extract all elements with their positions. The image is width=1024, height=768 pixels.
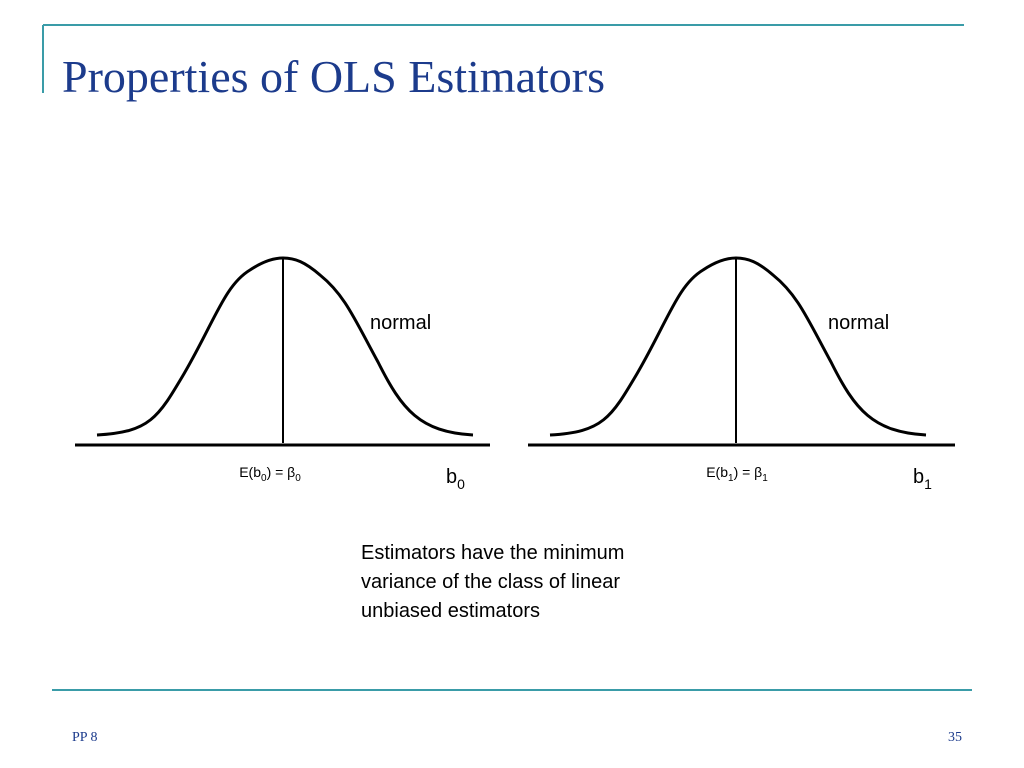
axis-label-part: b (446, 466, 457, 488)
axis-label-part: b (913, 466, 924, 488)
axis-label-subscript: 1 (924, 476, 932, 492)
slide-title: Properties of OLS Estimators (62, 51, 605, 102)
body-line: variance of the class of linear (361, 571, 620, 593)
page-number: 35 (948, 730, 962, 745)
curve-label: normal (370, 312, 431, 334)
footer-left: PP 8 (72, 730, 98, 745)
mean-label: E(b1) = β1 (706, 464, 768, 484)
mean-label-subscript: 1 (728, 473, 734, 484)
distribution-left: normal E(b0) = β0 b0 (75, 256, 490, 492)
mean-label-part: ) = β (267, 464, 296, 480)
mean-label: E(b0) = β0 (239, 464, 301, 484)
mean-label-subscript: 0 (295, 473, 301, 484)
axis-label: b0 (446, 466, 465, 492)
body-line: unbiased estimators (361, 600, 540, 622)
mean-label-part: ) = β (734, 464, 763, 480)
mean-label-part: E(b (706, 464, 728, 480)
axis-label: b1 (913, 466, 932, 492)
mean-label-subscript: 1 (762, 473, 768, 484)
body-line: Estimators have the minimum (361, 542, 624, 564)
body-text: Estimators have the minimum variance of … (361, 542, 630, 622)
mean-label-part: E(b (239, 464, 261, 480)
distribution-right: normal E(b1) = β1 b1 (528, 256, 955, 492)
mean-label-subscript: 0 (261, 473, 267, 484)
axis-label-subscript: 0 (457, 476, 465, 492)
curve-label: normal (828, 312, 889, 334)
